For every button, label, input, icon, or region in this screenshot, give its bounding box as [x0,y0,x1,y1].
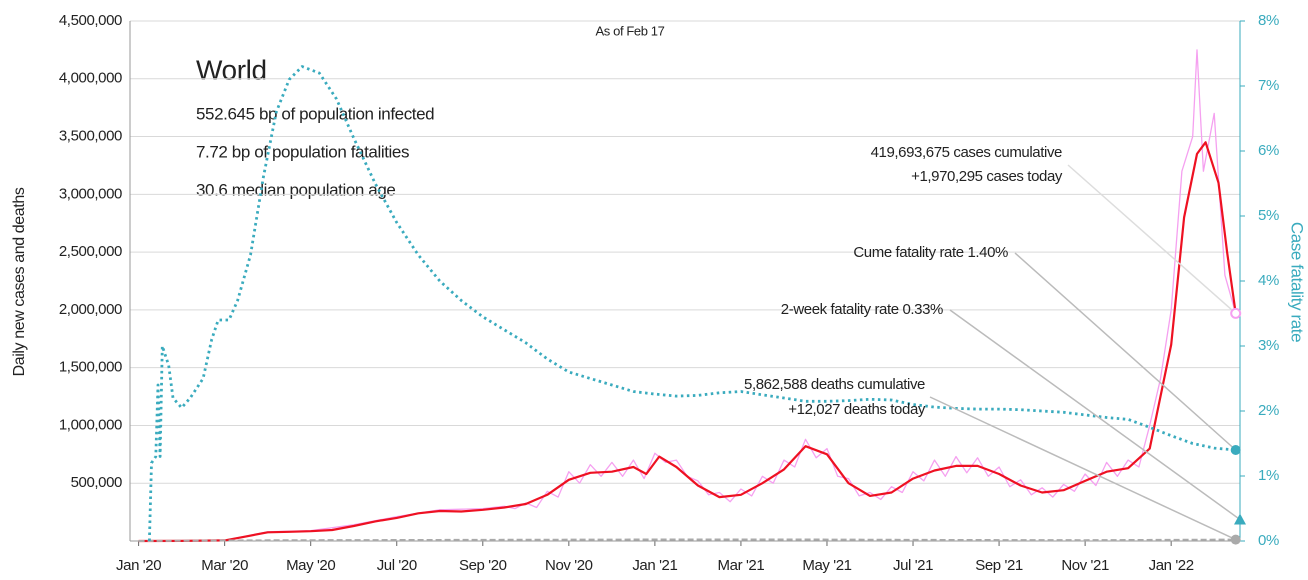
y-tick-label: 3,000,000 [59,185,122,202]
y-tick-label: 1,500,000 [59,359,122,376]
x-tick-label: Jul '21 [893,557,933,574]
info-line: 30.6 median population age [196,180,395,199]
series-line [138,141,1237,543]
x-tick-label: Sep '20 [459,557,507,574]
y2-tick-label: 4% [1258,272,1279,289]
y-axis-label: Daily new cases and deaths [11,187,28,376]
leader-line [949,309,1241,521]
triangle-marker [1234,513,1246,525]
series-line [138,538,1236,542]
y-tick-label: 3,500,000 [59,128,122,145]
leader-line [929,396,1237,541]
annotation: 2-week fatality rate 0.33% [781,301,943,318]
y2-tick-label: 0% [1258,532,1279,549]
y-tick-label: 4,000,000 [59,70,122,87]
end-marker [1230,534,1241,545]
leader-line [1067,164,1237,314]
subtitle: As of Feb 17 [596,23,665,38]
end-marker [1230,307,1242,319]
end-marker [1230,445,1241,455]
x-tick-label: May '20 [286,557,335,574]
y-tick-label: 4,500,000 [59,12,122,29]
y2-tick-label: 5% [1258,207,1279,224]
y-tick-label: 500,000 [71,474,122,491]
x-tick-label: Nov '20 [545,557,593,574]
y2-tick-label: 8% [1258,12,1279,29]
info-line: 552.645 bp of population infected [196,104,434,123]
series-line [148,65,1236,542]
x-tick-label: May '21 [802,557,851,574]
x-tick-label: Jul '20 [377,557,417,574]
x-tick-label: Jan '20 [116,557,161,574]
annotation: Cume fatality rate 1.40% [853,244,1008,261]
x-tick-label: Nov '21 [1061,557,1109,574]
y2-axis-label: Case fatality rate [1288,222,1307,342]
info-title: World [196,54,267,85]
series-line [138,49,1237,542]
y-tick-label: 2,000,000 [59,301,122,318]
x-tick-label: Sep '21 [975,557,1023,574]
x-tick-label: Jan '21 [632,557,677,574]
y2-tick-label: 2% [1258,402,1279,419]
y-tick-label: 1,000,000 [59,416,122,433]
y2-tick-label: 3% [1258,337,1279,354]
y2-tick-label: 7% [1258,77,1279,94]
annotation: +1,970,295 cases today [911,168,1063,185]
annotation: +12,027 deaths today [788,401,926,418]
annotation: 5,862,588 deaths cumulative [744,376,925,393]
y2-tick-label: 1% [1258,467,1279,484]
x-tick-label: Mar '20 [201,557,248,574]
x-tick-label: Mar '21 [718,557,765,574]
leader-line [1014,252,1237,451]
info-line: 7.72 bp of population fatalities [196,142,409,161]
y2-tick-label: 6% [1258,142,1279,159]
annotation: 419,693,675 cases cumulative [871,144,1062,161]
y-tick-label: 2,500,000 [59,243,122,260]
x-tick-label: Jan '22 [1149,557,1194,574]
